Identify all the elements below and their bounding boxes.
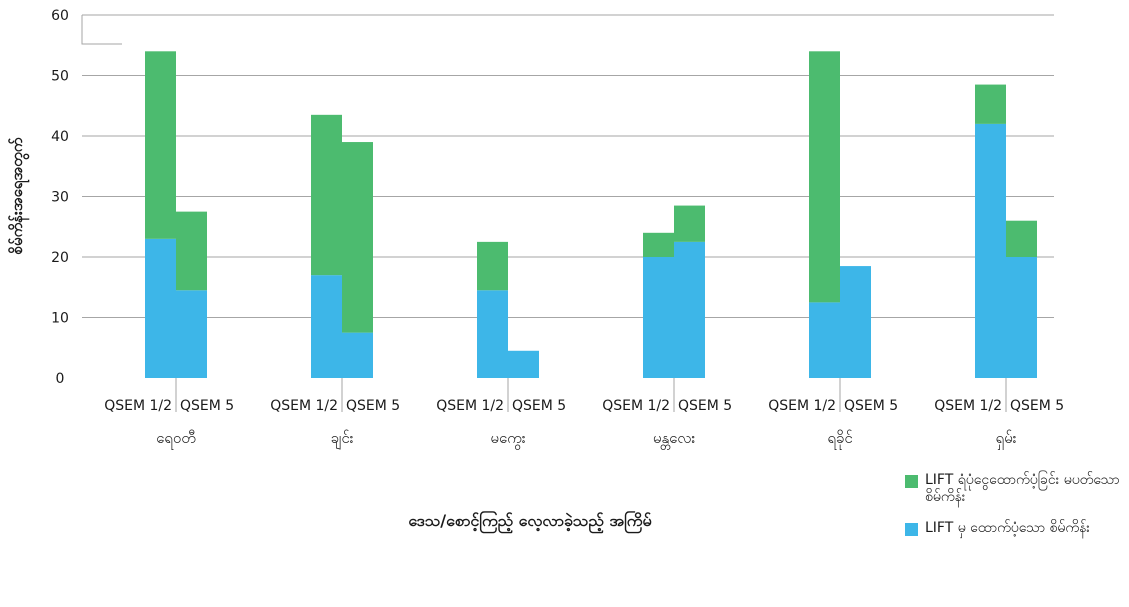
bar-label: QSEM 1/2 [270,398,338,414]
y-tick-label: 50 [51,69,69,85]
y-tick-label: 30 [51,190,69,206]
bar-segment-supported [1006,257,1037,378]
bar-segment-unsupported [311,114,342,276]
bar-segment-unsupported [643,232,674,257]
bar-label: QSEM 1/2 [436,398,504,414]
bar-label: QSEM 5 [346,398,400,414]
bar-label: QSEM 1/2 [934,398,1002,414]
bar-label: QSEM 1/2 [104,398,172,414]
legend-item-supported: LIFT မှ ထောက်ပံ့သော စိမ်ကိန်း [905,520,1127,537]
bar-label: QSEM 5 [844,398,898,414]
bar-segment-unsupported [342,142,373,333]
bar-segment-unsupported [176,211,207,291]
bar-label: QSEM 1/2 [768,398,836,414]
legend-item-unsupported: LIFT ရံပုံငွေထောက်ပံ့ခြင်း မပတ်သော စိမ်က… [905,472,1127,506]
legend-swatch-green [905,475,918,488]
bar-label: QSEM 5 [512,398,566,414]
legend-swatch-blue [905,523,918,536]
legend-label-supported: LIFT မှ ထောက်ပံ့သော စိမ်ကိန်း [925,520,1090,536]
bar-label: QSEM 5 [678,398,732,414]
bar-segment-unsupported [674,205,705,242]
group-label: မကွေး [490,429,525,450]
bar-label: QSEM 1/2 [602,398,670,414]
bar-segment-supported [643,257,674,378]
bar-segment-supported [508,350,539,378]
bar-segment-supported [311,275,342,378]
bar-segment-supported [975,123,1006,379]
group-label: မန္တလေး [653,429,696,450]
x-axis-label: ဒေသ/စောင့်ကြည့် လေ့လာခဲ့သည့် အကြိမ် [408,511,652,530]
bar-segment-supported [809,302,840,378]
legend: LIFT ရံပုံငွေထောက်ပံ့ခြင်း မပတ်သော စိမ်က… [905,472,1127,551]
bar-label: QSEM 5 [1010,398,1064,414]
x-tick-labels: QSEM 1/2 QSEM 5 ရေဝတီ QSEM 1/2 QSEM 5 ချင်း QS… [104,378,1064,450]
group-label: ရခိုင် [827,429,852,450]
group-label: ရှမ်း [996,429,1017,450]
y-tick-label: 60 [51,8,69,24]
bar-segment-supported [342,332,373,378]
grid-lines [81,14,1054,318]
y-axis-label: စိမ်ကိန်းအရေအတွက် [7,137,30,254]
bar-segment-supported [674,241,705,378]
bar-segment-supported [840,266,871,378]
bar-segment-supported [145,238,176,378]
bars [145,51,1037,379]
bar-label: QSEM 5 [180,398,234,414]
bar-segment-unsupported [809,51,840,303]
y-tick-label: 40 [51,129,69,145]
group-label: ရေဝတီ [156,429,196,450]
bar-segment-supported [176,290,207,378]
y-tick-labels: 0 10 20 30 40 50 60 [51,8,69,387]
y-tick-label: 10 [51,311,69,327]
group-label: ချင်း [331,429,354,450]
corner-bracket [81,15,122,45]
bar-segment-unsupported [975,84,1006,124]
bar-segment-unsupported [477,241,508,291]
bar-segment-unsupported [145,51,176,239]
y-tick-label: 0 [56,371,65,387]
legend-label-unsupported: LIFT ရံပုံငွေထောက်ပံ့ခြင်း မပတ်သော စိမ်က… [925,472,1120,505]
bar-segment-supported [477,290,508,378]
bar-segment-unsupported [1006,220,1037,257]
y-tick-label: 20 [51,250,69,266]
